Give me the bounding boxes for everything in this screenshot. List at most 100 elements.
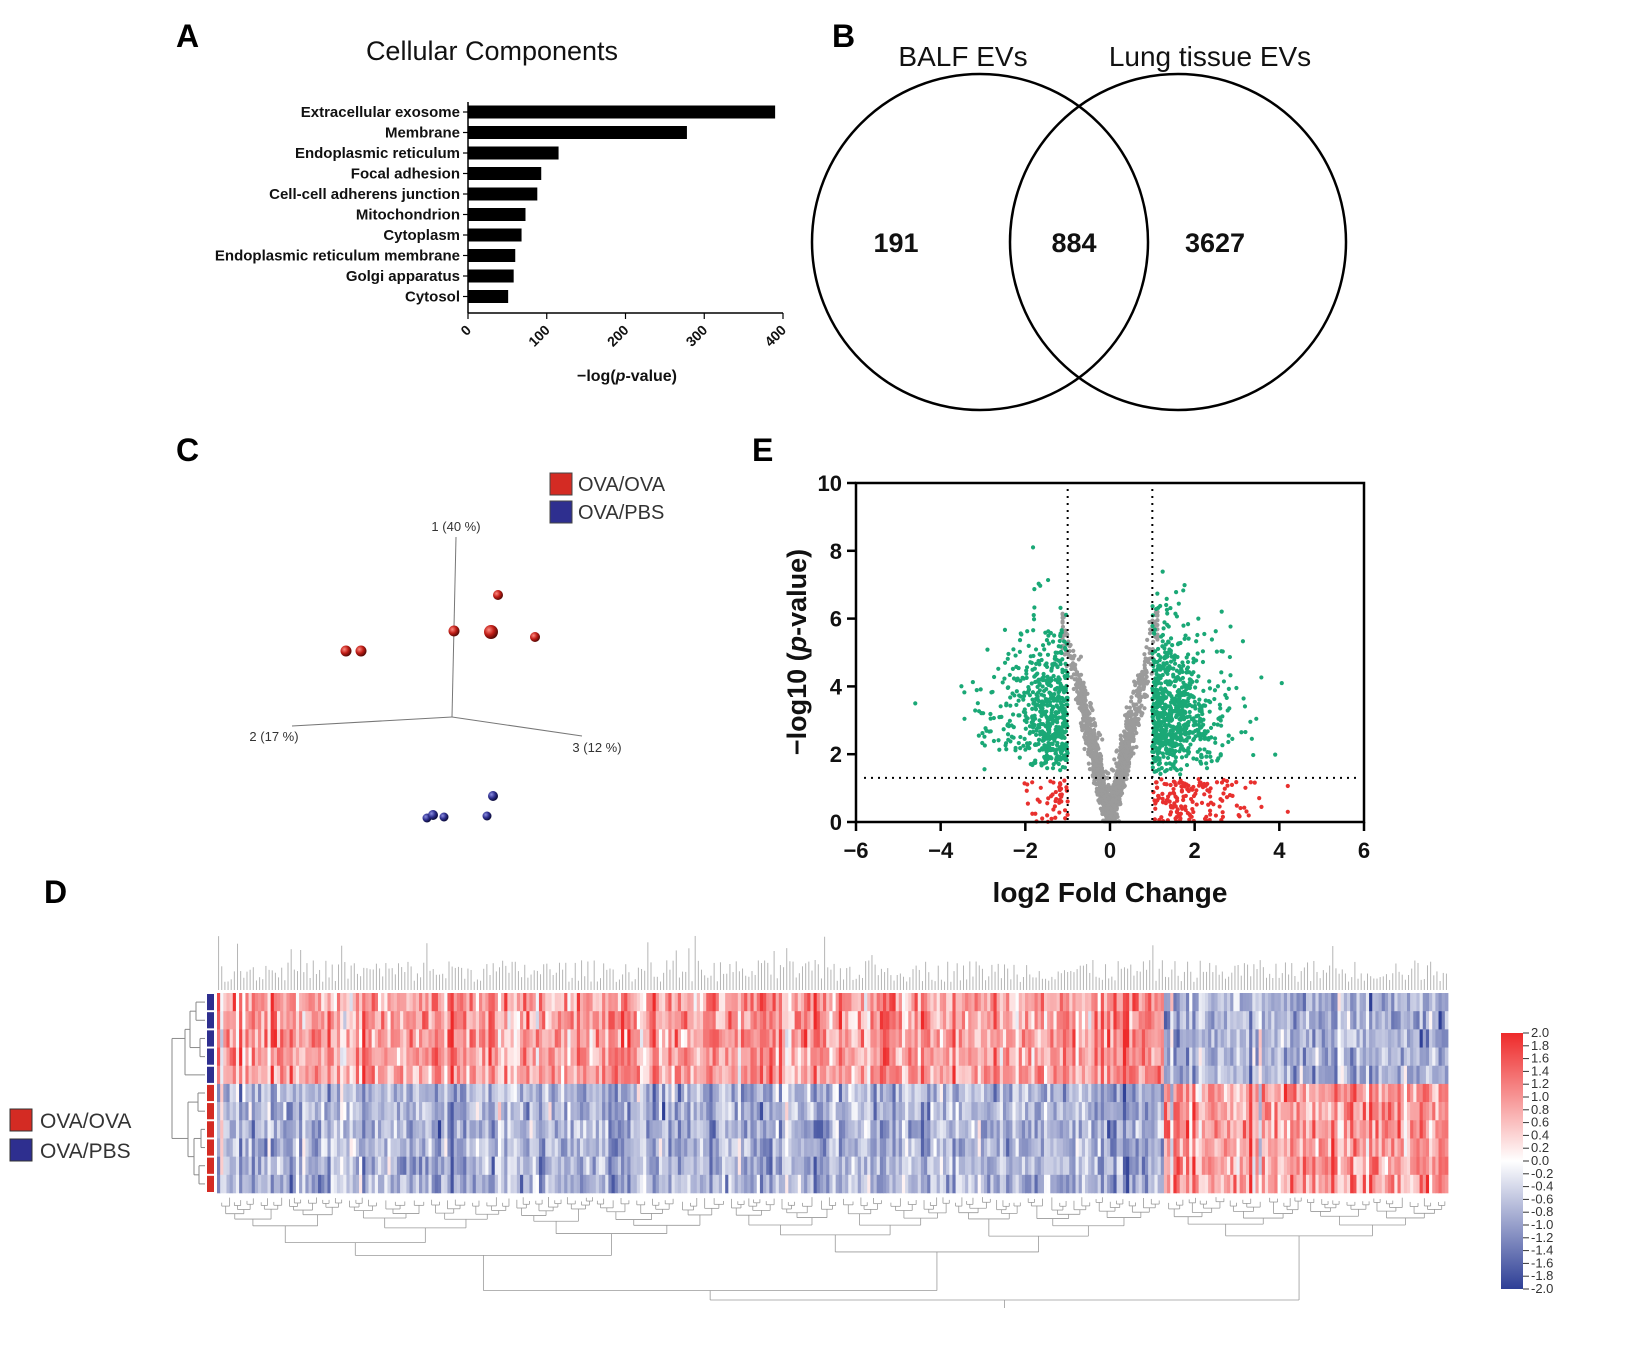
heatmap-cell <box>235 1174 240 1194</box>
volcano-point-grey <box>1114 761 1119 766</box>
volcano-point-green <box>1045 720 1050 725</box>
heatmap-cell <box>485 1083 489 1103</box>
volcano-point-green <box>1203 703 1208 708</box>
heatmap-cell <box>336 1156 341 1176</box>
volcano-point-green <box>1185 723 1191 728</box>
heatmap-cell <box>507 1102 511 1121</box>
heatmap-cell <box>485 993 489 1012</box>
heatmap-cell <box>308 1138 313 1157</box>
heatmap-cell <box>235 1029 240 1048</box>
heatmap-cell <box>497 1047 502 1067</box>
heatmap-cell <box>658 1065 663 1085</box>
heatmap-cell <box>523 1029 527 1048</box>
heatmap-cell <box>602 1120 606 1139</box>
heatmap-cell <box>220 1138 224 1157</box>
heatmap-cell <box>523 1120 527 1139</box>
heatmap-cell <box>699 1120 704 1139</box>
volcano-point-grey <box>1100 737 1105 742</box>
heatmap-cell <box>520 1047 524 1067</box>
heatmap-cell <box>538 1120 543 1139</box>
heatmap-cell <box>302 1138 306 1157</box>
heatmap-cell <box>343 1065 347 1085</box>
heatmap-cell <box>561 1047 565 1067</box>
heatmap-cell <box>415 1065 420 1085</box>
heatmap-cell <box>649 993 653 1012</box>
volcano-point-green <box>1209 637 1215 642</box>
heatmap-cell <box>507 1029 511 1048</box>
heatmap-cell <box>554 1047 559 1067</box>
heatmap-cell <box>217 1156 221 1176</box>
volcano-point-green <box>1180 660 1185 665</box>
heatmap-cell <box>226 1174 231 1194</box>
heatmap-cell <box>333 1029 338 1048</box>
heatmap-cell <box>554 1065 559 1085</box>
heatmap-cell <box>703 1083 707 1103</box>
volcano-point-green <box>1053 687 1058 692</box>
heatmap-cell <box>422 1083 426 1103</box>
volcano-point-green <box>1201 717 1206 722</box>
heatmap-cell <box>396 1029 401 1048</box>
volcano-point-grey <box>1101 801 1106 806</box>
heatmap-cell <box>564 1102 568 1121</box>
heatmap-cell <box>251 1083 256 1103</box>
volcano-point-green <box>1157 658 1162 663</box>
heatmap-cell <box>362 1120 366 1139</box>
heatmap-cell <box>665 1029 669 1048</box>
heatmap-cell <box>299 1174 303 1194</box>
heatmap-cell <box>579 1120 584 1139</box>
pca-point-ova-ova <box>340 645 352 657</box>
heatmap-cell <box>668 1156 672 1176</box>
heatmap-cell <box>557 1029 562 1048</box>
volcano-point-green <box>1185 692 1190 697</box>
volcano-point-green <box>1204 754 1209 759</box>
volcano-point-green <box>1155 712 1160 717</box>
heatmap-cell <box>377 1065 382 1085</box>
volcano-point-green <box>1179 666 1184 671</box>
volcano-point-green <box>1168 706 1173 711</box>
heatmap-cell <box>276 1029 281 1048</box>
heatmap-cell <box>504 993 508 1012</box>
heatmap-cell <box>245 1174 249 1194</box>
heatmap-cell <box>232 1138 237 1157</box>
heatmap-cell <box>699 1174 704 1194</box>
heatmap-cell <box>400 1065 404 1085</box>
heatmap-cell <box>520 1029 524 1048</box>
heatmap-cell <box>696 1120 701 1139</box>
volcano-point-green <box>1033 704 1038 709</box>
heatmap-cell <box>381 1102 385 1121</box>
heatmap-cell <box>639 993 644 1012</box>
heatmap-cell <box>478 1138 483 1157</box>
heatmap-cell <box>472 1047 477 1067</box>
heatmap-cell <box>532 1174 537 1194</box>
volcano-point-green <box>1034 692 1039 697</box>
heatmap-cell <box>589 1029 594 1048</box>
volcano-point-green <box>1011 735 1016 740</box>
heatmap-cell <box>592 1047 597 1067</box>
heatmap-cell <box>646 1102 650 1121</box>
volcano-point-green <box>1150 765 1155 770</box>
bar <box>468 105 776 119</box>
heatmap-cell <box>425 1065 429 1085</box>
heatmap-cell <box>333 1138 338 1157</box>
heatmap-cell <box>362 1102 366 1121</box>
heatmap-cell <box>258 1029 262 1048</box>
heatmap-cell <box>671 1047 676 1067</box>
heatmap-cell <box>504 1065 508 1085</box>
heatmap-cell <box>355 1011 360 1030</box>
volcano-point-red <box>1208 794 1213 799</box>
heatmap-cell <box>463 993 467 1012</box>
heatmap-cell <box>349 1065 354 1085</box>
heatmap-cell <box>523 1047 527 1067</box>
heatmap-cell <box>390 1047 395 1067</box>
volcano-point-grey <box>1072 653 1077 658</box>
heatmap-cell <box>520 993 524 1012</box>
volcano-point-grey <box>1124 705 1129 710</box>
volcano-point-red <box>1174 815 1179 820</box>
heatmap-cell <box>598 1174 603 1194</box>
volcano-point-grey <box>1075 695 1081 700</box>
heatmap-cell <box>526 1102 530 1121</box>
volcano-point-red <box>1234 780 1239 785</box>
heatmap-cell <box>624 993 628 1012</box>
heatmap-cell <box>551 1156 556 1176</box>
heatmap-cell <box>428 1120 433 1139</box>
